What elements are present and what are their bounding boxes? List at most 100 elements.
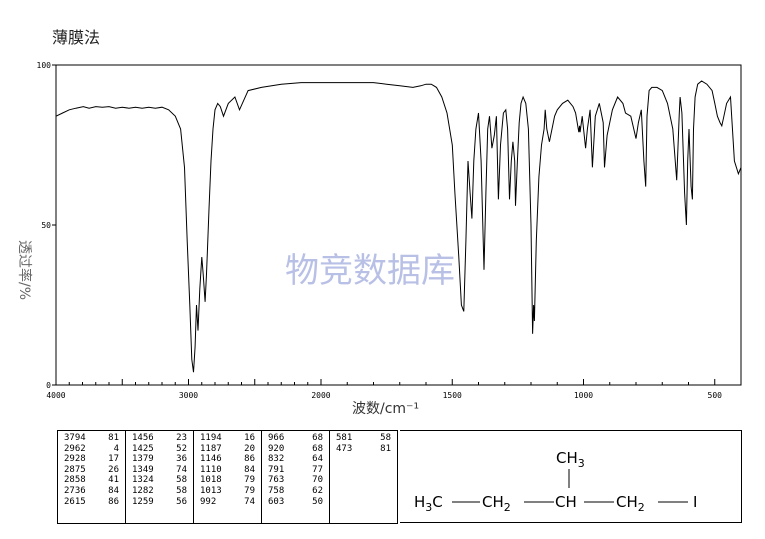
peak-transmittance: 70 [312,475,323,486]
peak-entry: 920 68 [268,444,323,455]
peak-wavenumber: 2875 [64,464,86,475]
plot-frame [55,64,742,386]
peak-wavenumber: 1456 [132,433,154,443]
peak-wavenumber: 791 [268,464,285,475]
peak-transmittance: 74 [176,464,187,475]
peak-wavenumber: 1146 [200,454,222,465]
spectrum-line [55,80,742,373]
peak-transmittance: 68 [312,443,323,454]
peak-transmittance: 86 [108,496,119,507]
peak-transmittance: 58 [176,475,187,486]
peak-wavenumber: 1282 [132,485,154,496]
peak-wavenumber: 992 [200,496,217,507]
peak-wavenumber: 2615 [64,496,86,507]
x-tick-label: 2000 [311,391,330,400]
x-axis-label: 波数/cm⁻¹ [352,401,419,417]
peak-entry: 1146 86 [200,454,255,465]
peak-wavenumber: 603 [268,496,285,507]
peak-entry: 2875 26 [64,465,119,476]
peak-column: 581 58 473 81 [329,430,398,524]
peak-transmittance: 74 [244,496,255,507]
peak-entry: 3794 81 [64,433,119,444]
peak-transmittance: 50 [312,496,323,507]
peak-transmittance: 20 [244,443,255,454]
peak-column: 966 68 920 68 832 64 791 77 763 70 758 62 603 50 [261,430,330,524]
peak-wavenumber: 581 [336,433,353,443]
peak-transmittance: 77 [312,464,323,475]
peak-transmittance: 81 [380,443,391,454]
peak-transmittance: 17 [108,454,119,465]
x-tick-label: 3000 [179,391,198,400]
peak-wavenumber: 2736 [64,485,86,496]
peak-transmittance: 86 [244,454,255,465]
ch2-group-2: CH2 [616,493,645,514]
peak-entry: 1425 52 [132,444,187,455]
y-tick-label: 0 [46,381,51,390]
peak-wavenumber: 1349 [132,464,154,475]
peak-entry: 1282 58 [132,486,187,497]
peak-entry: 2615 86 [64,497,119,508]
peak-transmittance: 56 [176,496,187,507]
peak-entry: 2736 84 [64,486,119,497]
peak-wavenumber: 1259 [132,496,154,507]
peak-entry: 2962 4 [64,444,119,455]
peak-wavenumber: 1379 [132,454,154,465]
peak-wavenumber: 832 [268,454,285,465]
peak-entry: 603 50 [268,497,323,508]
peak-wavenumber: 2858 [64,475,86,486]
peak-wavenumber: 1018 [200,475,222,486]
peak-entry: 2928 17 [64,454,119,465]
methyl-group: CH3 [556,449,585,470]
x-tick-label: 1000 [574,391,593,400]
structure-box: CH3 H3C CH2 CH CH2 I [400,430,742,523]
peak-entry: 1379 36 [132,454,187,465]
ch-group: CH [555,493,577,511]
peak-entry: 1349 74 [132,465,187,476]
peak-wavenumber: 758 [268,485,285,496]
peak-transmittance: 41 [108,475,119,486]
peak-entry: 1013 79 [200,486,255,497]
peak-entry: 1018 79 [200,475,255,486]
iodine-atom: I [693,493,697,511]
x-tick-label: 4000 [46,391,65,400]
peak-entry: 1259 56 [132,497,187,508]
peak-wavenumber: 473 [336,443,353,454]
peak-transmittance: 36 [176,454,187,465]
structure-formula: CH3 H3C CH2 CH CH2 I [414,449,697,514]
x-tick-label: 1500 [443,391,462,400]
peak-entry: 791 77 [268,465,323,476]
peak-wavenumber: 1194 [200,433,222,443]
peak-entry: 763 70 [268,475,323,486]
peak-transmittance: 79 [244,485,255,496]
peak-wavenumber: 1425 [132,443,154,454]
peak-wavenumber: 3794 [64,433,86,443]
peak-transmittance: 52 [176,443,187,454]
peak-transmittance: 79 [244,475,255,486]
peak-entry: 758 62 [268,486,323,497]
peak-entry: 1456 23 [132,433,187,444]
peak-transmittance: 4 [113,443,119,454]
x-tick-label: 500 [708,391,723,400]
peak-entry: 966 68 [268,433,323,444]
peak-entry: 1324 58 [132,475,187,486]
peak-wavenumber: 763 [268,475,285,486]
peak-transmittance: 68 [312,433,323,443]
peak-wavenumber: 1013 [200,485,222,496]
peak-wavenumber: 966 [268,433,285,443]
peak-entry: 581 58 [336,433,391,444]
peak-entry: 992 74 [200,497,255,508]
peak-wavenumber: 2928 [64,454,86,465]
peak-entry: 832 64 [268,454,323,465]
peak-wavenumber: 1110 [200,464,222,475]
peak-transmittance: 16 [244,433,255,443]
y-axis-label: 透过率/% [16,240,33,300]
y-tick-label: 50 [41,221,51,230]
peak-column: 1456 23 1425 52 1379 36 1349 74 1324 58 1282 58 1259… [125,430,194,524]
peak-transmittance: 26 [108,464,119,475]
peak-wavenumber: 920 [268,443,285,454]
y-tick-label: 100 [37,61,52,70]
h3c-group: H3C [414,493,443,514]
peak-table: 3794 81 2962 4 2928 17 2875 26 2858 41 2736 84 2615 8… [57,430,398,524]
peak-transmittance: 84 [108,485,119,496]
peak-transmittance: 81 [108,433,119,443]
